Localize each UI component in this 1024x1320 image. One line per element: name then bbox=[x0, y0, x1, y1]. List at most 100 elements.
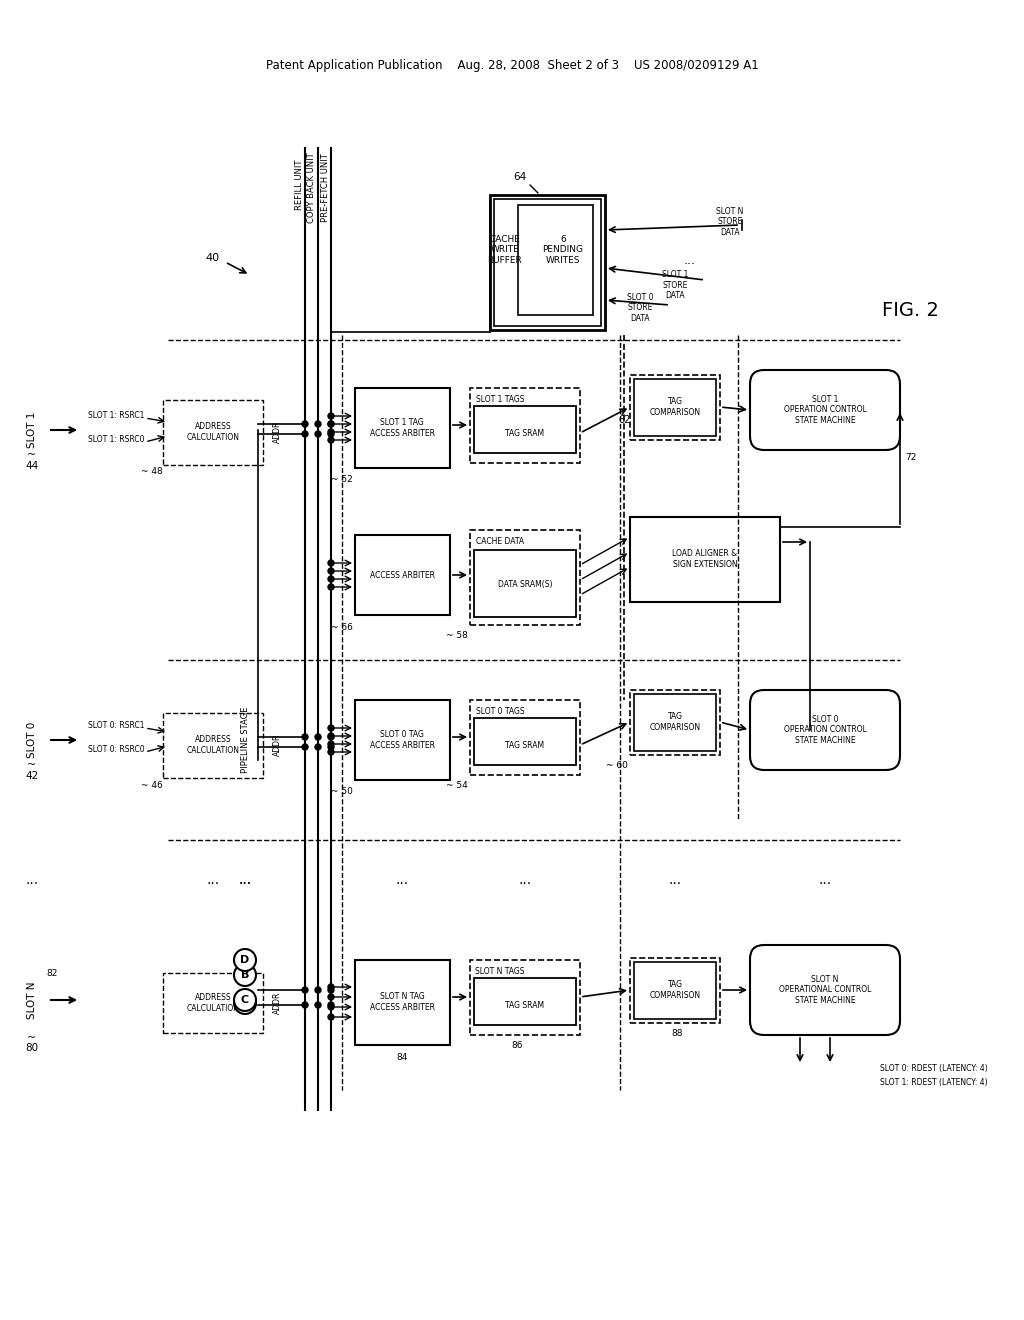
Circle shape bbox=[328, 413, 334, 418]
Text: PIPELINE STAGE: PIPELINE STAGE bbox=[241, 706, 250, 774]
Text: ...: ... bbox=[239, 873, 252, 887]
Text: C: C bbox=[241, 995, 249, 1005]
Circle shape bbox=[302, 987, 308, 993]
Bar bbox=[470, 388, 580, 463]
Circle shape bbox=[328, 421, 334, 426]
Text: ACCESS ARBITER: ACCESS ARBITER bbox=[370, 570, 434, 579]
Text: Patent Application Publication    Aug. 28, 2008  Sheet 2 of 3    US 2008/0209129: Patent Application Publication Aug. 28, … bbox=[265, 58, 759, 71]
Bar bbox=[634, 694, 716, 751]
Text: COPY BACK UNIT: COPY BACK UNIT bbox=[307, 153, 316, 223]
Bar bbox=[630, 375, 720, 440]
Text: ADDR: ADDR bbox=[272, 421, 282, 444]
Circle shape bbox=[328, 1014, 334, 1020]
Bar bbox=[634, 379, 716, 436]
Circle shape bbox=[302, 744, 308, 750]
Circle shape bbox=[328, 987, 334, 993]
Text: ~: ~ bbox=[28, 1034, 37, 1043]
Circle shape bbox=[328, 437, 334, 444]
Text: 40: 40 bbox=[206, 253, 220, 263]
Circle shape bbox=[302, 421, 308, 426]
FancyBboxPatch shape bbox=[750, 370, 900, 450]
Text: ~ 60: ~ 60 bbox=[606, 760, 628, 770]
Circle shape bbox=[328, 725, 334, 731]
Text: ~: ~ bbox=[28, 450, 37, 459]
Circle shape bbox=[328, 748, 334, 755]
Text: SLOT 0: SLOT 0 bbox=[27, 722, 37, 758]
Circle shape bbox=[328, 429, 334, 436]
Bar bbox=[470, 531, 580, 624]
Bar bbox=[518, 205, 593, 315]
Text: SLOT 1
STORE
DATA: SLOT 1 STORE DATA bbox=[662, 271, 688, 300]
Bar bbox=[355, 535, 450, 615]
Bar bbox=[355, 960, 450, 1045]
Bar bbox=[474, 978, 575, 1026]
Text: TAG SRAM: TAG SRAM bbox=[506, 429, 545, 437]
Bar bbox=[168, 405, 258, 459]
Bar bbox=[163, 713, 263, 777]
Circle shape bbox=[328, 568, 334, 574]
Text: LOAD ALIGNER &
SIGN EXTENSION: LOAD ALIGNER & SIGN EXTENSION bbox=[673, 549, 737, 569]
Text: ...: ... bbox=[239, 873, 252, 887]
Text: TAG
COMPARISON: TAG COMPARISON bbox=[649, 981, 700, 999]
Text: ...: ... bbox=[207, 873, 219, 887]
Circle shape bbox=[328, 1002, 334, 1008]
Bar bbox=[470, 700, 580, 775]
Text: TAG SRAM: TAG SRAM bbox=[506, 741, 545, 750]
Text: 42: 42 bbox=[26, 771, 39, 781]
FancyBboxPatch shape bbox=[750, 945, 900, 1035]
Circle shape bbox=[315, 432, 321, 437]
Text: TAG
COMPARISON: TAG COMPARISON bbox=[649, 397, 700, 417]
Circle shape bbox=[302, 432, 308, 437]
Circle shape bbox=[328, 421, 334, 426]
Bar bbox=[490, 195, 605, 330]
Text: SLOT 1: RSRC1: SLOT 1: RSRC1 bbox=[88, 412, 144, 421]
Text: SLOT 0
STORE
DATA: SLOT 0 STORE DATA bbox=[627, 293, 653, 323]
Text: ~ 50: ~ 50 bbox=[331, 788, 353, 796]
Text: ...: ... bbox=[239, 1003, 252, 1016]
Text: CACHE
WRITE
BUFFER: CACHE WRITE BUFFER bbox=[487, 235, 522, 265]
Circle shape bbox=[315, 987, 321, 993]
Bar bbox=[630, 958, 720, 1023]
Text: CACHE DATA: CACHE DATA bbox=[476, 537, 524, 546]
Text: ~ 46: ~ 46 bbox=[141, 780, 163, 789]
Circle shape bbox=[302, 1002, 308, 1008]
Circle shape bbox=[328, 983, 334, 990]
Text: 88: 88 bbox=[672, 1028, 683, 1038]
Text: ADDRESS
CALCULATION: ADDRESS CALCULATION bbox=[186, 735, 240, 755]
Text: ...: ... bbox=[395, 873, 409, 887]
Text: 64: 64 bbox=[513, 172, 526, 182]
Text: SLOT 0: RSRC1: SLOT 0: RSRC1 bbox=[88, 722, 144, 730]
Text: 82: 82 bbox=[46, 969, 57, 978]
Text: ~ 48: ~ 48 bbox=[141, 467, 163, 477]
Bar bbox=[163, 973, 263, 1034]
Circle shape bbox=[234, 964, 256, 986]
Text: ADDRESS
CALCULATION: ADDRESS CALCULATION bbox=[186, 422, 240, 442]
Text: SLOT N
STORE
DATA: SLOT N STORE DATA bbox=[717, 207, 743, 236]
Circle shape bbox=[328, 560, 334, 566]
Text: DATA SRAM(S): DATA SRAM(S) bbox=[498, 581, 552, 590]
Text: ...: ... bbox=[26, 873, 39, 887]
Circle shape bbox=[315, 1002, 321, 1008]
Text: ~ 66: ~ 66 bbox=[331, 623, 353, 631]
Text: SLOT 0: RDEST (LATENCY: 4): SLOT 0: RDEST (LATENCY: 4) bbox=[880, 1064, 988, 1072]
Circle shape bbox=[302, 734, 308, 741]
Circle shape bbox=[328, 744, 334, 750]
Circle shape bbox=[328, 733, 334, 739]
Bar bbox=[474, 718, 575, 766]
Text: ...: ... bbox=[684, 253, 696, 267]
Text: ~: ~ bbox=[28, 760, 37, 770]
Circle shape bbox=[328, 432, 334, 437]
Text: SLOT 1 TAG
ACCESS ARBITER: SLOT 1 TAG ACCESS ARBITER bbox=[370, 418, 434, 438]
Text: ...: ... bbox=[518, 873, 531, 887]
Text: 6
PENDING
WRITES: 6 PENDING WRITES bbox=[543, 235, 584, 265]
Bar bbox=[474, 550, 575, 616]
Circle shape bbox=[328, 734, 334, 741]
Circle shape bbox=[234, 993, 256, 1014]
Bar bbox=[470, 960, 580, 1035]
Text: SLOT 0 TAGS: SLOT 0 TAGS bbox=[476, 708, 524, 717]
Text: 86: 86 bbox=[511, 1040, 522, 1049]
Text: ...: ... bbox=[818, 873, 831, 887]
Text: 62: 62 bbox=[618, 414, 631, 425]
Text: ADDR: ADDR bbox=[272, 991, 282, 1014]
Text: 72: 72 bbox=[905, 454, 916, 462]
